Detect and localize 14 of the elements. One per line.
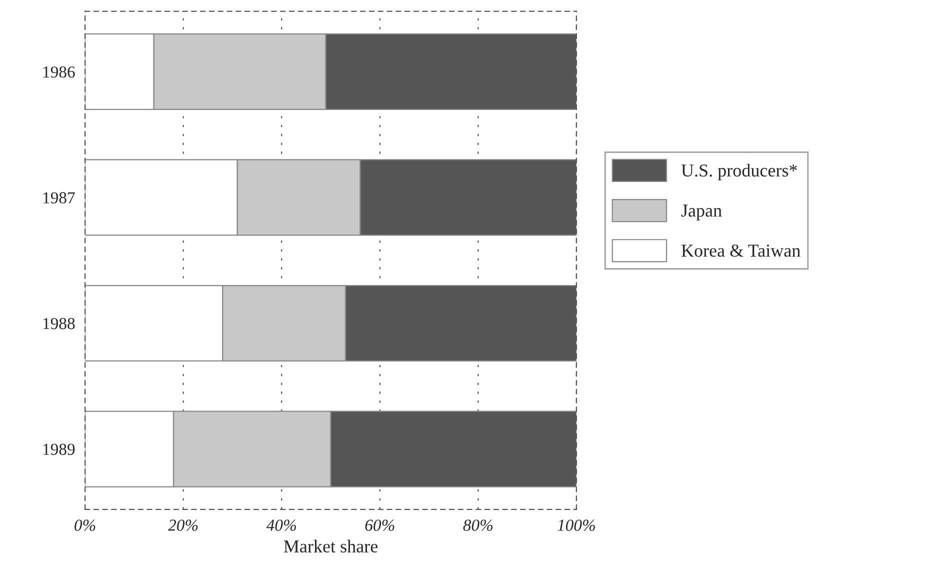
x-tick-label: 60%	[365, 520, 394, 531]
y-tick-label: 1987	[43, 192, 75, 204]
x-tick-label: 80%	[463, 520, 492, 531]
x-axis-title: Market share	[284, 540, 378, 552]
x-tick-label: 40%	[266, 520, 296, 531]
x-tick-label: 100%	[558, 520, 595, 531]
legend-label: U.S. producers*	[681, 164, 797, 180]
legend-label: Korea & Taiwan	[681, 244, 800, 257]
y-tick-label: 1986	[43, 66, 75, 78]
legend-label: Japan	[681, 204, 722, 220]
y-tick-label: 1988	[43, 318, 75, 330]
y-tick-label: 1989	[43, 444, 75, 455]
x-tick-label: 0%	[74, 520, 96, 531]
x-tick-label: 20%	[168, 520, 198, 531]
